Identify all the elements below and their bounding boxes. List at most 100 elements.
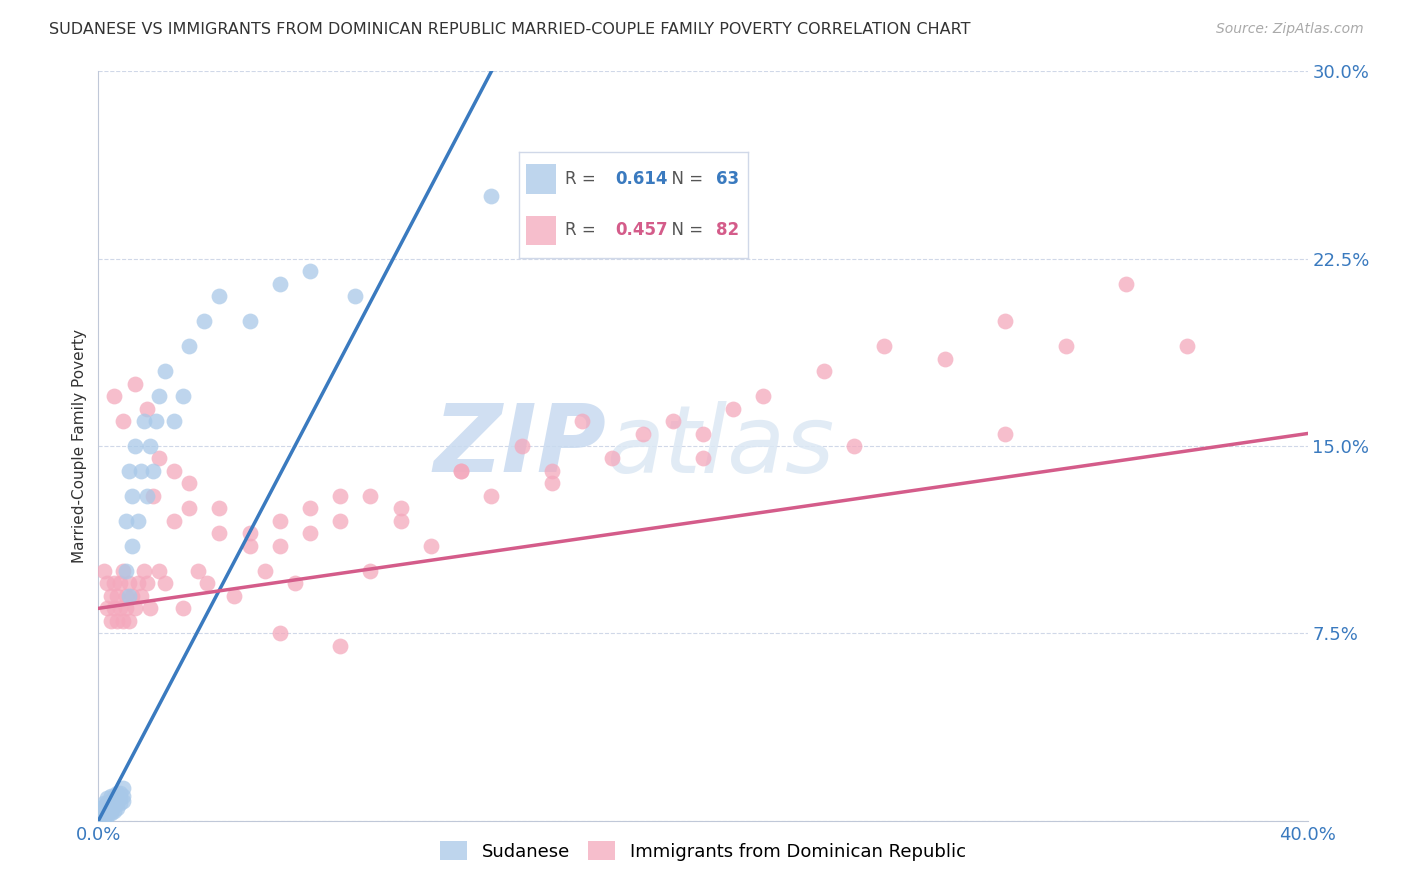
Sudanese — [93, 801, 115, 815]
Immigrants from Dominican Republic — [103, 601, 125, 615]
Sudanese — [93, 808, 115, 822]
Sudanese — [100, 804, 122, 818]
Sudanese — [108, 786, 131, 800]
Immigrants from Dominican Republic — [239, 526, 262, 541]
Sudanese — [96, 798, 118, 813]
Immigrants from Dominican Republic — [111, 614, 134, 628]
Sudanese — [114, 514, 136, 528]
Immigrants from Dominican Republic — [692, 426, 714, 441]
Immigrants from Dominican Republic — [139, 601, 162, 615]
Immigrants from Dominican Republic — [994, 314, 1017, 328]
Immigrants from Dominican Republic — [329, 514, 352, 528]
Immigrants from Dominican Republic — [284, 576, 307, 591]
Immigrants from Dominican Republic — [269, 539, 291, 553]
Sudanese — [103, 794, 125, 808]
Text: R =: R = — [565, 221, 600, 239]
Sudanese — [153, 364, 176, 378]
Immigrants from Dominican Republic — [873, 339, 896, 353]
Immigrants from Dominican Republic — [129, 589, 152, 603]
Immigrants from Dominican Republic — [994, 426, 1017, 441]
Immigrants from Dominican Republic — [253, 564, 276, 578]
Immigrants from Dominican Republic — [105, 589, 128, 603]
Sudanese — [193, 314, 215, 328]
Immigrants from Dominican Republic — [420, 539, 443, 553]
Sudanese — [299, 264, 322, 278]
Immigrants from Dominican Republic — [179, 501, 201, 516]
Immigrants from Dominican Republic — [111, 564, 134, 578]
Immigrants from Dominican Republic — [360, 564, 382, 578]
Immigrants from Dominican Republic — [661, 414, 683, 428]
Immigrants from Dominican Republic — [96, 576, 118, 591]
Immigrants from Dominican Republic — [389, 501, 412, 516]
Text: 82: 82 — [716, 221, 740, 239]
Sudanese — [111, 794, 134, 808]
Sudanese — [179, 339, 201, 353]
Immigrants from Dominican Republic — [153, 576, 176, 591]
Y-axis label: Married-Couple Family Poverty: Married-Couple Family Poverty — [72, 329, 87, 563]
Sudanese — [111, 789, 134, 803]
Sudanese — [103, 789, 125, 803]
Immigrants from Dominican Republic — [269, 626, 291, 640]
Immigrants from Dominican Republic — [450, 464, 472, 478]
Sudanese — [103, 804, 125, 818]
Immigrants from Dominican Republic — [121, 589, 143, 603]
Sudanese — [127, 514, 149, 528]
Immigrants from Dominican Republic — [752, 389, 775, 403]
Text: 63: 63 — [716, 170, 740, 188]
Sudanese — [93, 811, 115, 825]
Immigrants from Dominican Republic — [118, 576, 141, 591]
Immigrants from Dominican Republic — [114, 589, 136, 603]
Immigrants from Dominican Republic — [187, 564, 209, 578]
FancyBboxPatch shape — [526, 216, 555, 245]
Sudanese — [111, 781, 134, 796]
Immigrants from Dominican Republic — [118, 614, 141, 628]
Sudanese — [172, 389, 194, 403]
Sudanese — [96, 804, 118, 818]
Immigrants from Dominican Republic — [450, 464, 472, 478]
Immigrants from Dominican Republic — [571, 414, 593, 428]
Text: atlas: atlas — [606, 401, 835, 491]
Text: N =: N = — [661, 221, 709, 239]
Immigrants from Dominican Republic — [813, 364, 835, 378]
Sudanese — [96, 806, 118, 821]
Text: R =: R = — [565, 170, 600, 188]
Sudanese — [90, 806, 112, 821]
Sudanese — [208, 289, 231, 303]
Immigrants from Dominican Republic — [934, 351, 956, 366]
Sudanese — [163, 414, 186, 428]
Immigrants from Dominican Republic — [723, 401, 745, 416]
Immigrants from Dominican Republic — [360, 489, 382, 503]
Text: Source: ZipAtlas.com: Source: ZipAtlas.com — [1216, 22, 1364, 37]
Sudanese — [100, 798, 122, 813]
Immigrants from Dominican Republic — [148, 451, 170, 466]
Sudanese — [105, 796, 128, 810]
Sudanese — [269, 277, 291, 291]
Immigrants from Dominican Republic — [1054, 339, 1077, 353]
Immigrants from Dominican Republic — [105, 614, 128, 628]
Immigrants from Dominican Republic — [142, 489, 165, 503]
Immigrants from Dominican Republic — [239, 539, 262, 553]
Sudanese — [135, 489, 157, 503]
Sudanese — [129, 464, 152, 478]
Immigrants from Dominican Republic — [108, 601, 131, 615]
Immigrants from Dominican Republic — [103, 389, 125, 403]
Sudanese — [103, 798, 125, 813]
Immigrants from Dominican Republic — [124, 601, 146, 615]
Immigrants from Dominican Republic — [1115, 277, 1137, 291]
Sudanese — [114, 564, 136, 578]
Sudanese — [124, 439, 146, 453]
Sudanese — [96, 791, 118, 805]
Immigrants from Dominican Republic — [510, 439, 533, 453]
Sudanese — [90, 801, 112, 815]
Immigrants from Dominican Republic — [172, 601, 194, 615]
Immigrants from Dominican Republic — [100, 589, 122, 603]
Immigrants from Dominican Republic — [692, 451, 714, 466]
FancyBboxPatch shape — [526, 164, 555, 194]
Sudanese — [90, 811, 112, 825]
Text: 0.457: 0.457 — [614, 221, 668, 239]
Sudanese — [100, 806, 122, 821]
Immigrants from Dominican Republic — [299, 526, 322, 541]
Immigrants from Dominican Republic — [602, 451, 624, 466]
Sudanese — [105, 786, 128, 800]
Sudanese — [105, 801, 128, 815]
